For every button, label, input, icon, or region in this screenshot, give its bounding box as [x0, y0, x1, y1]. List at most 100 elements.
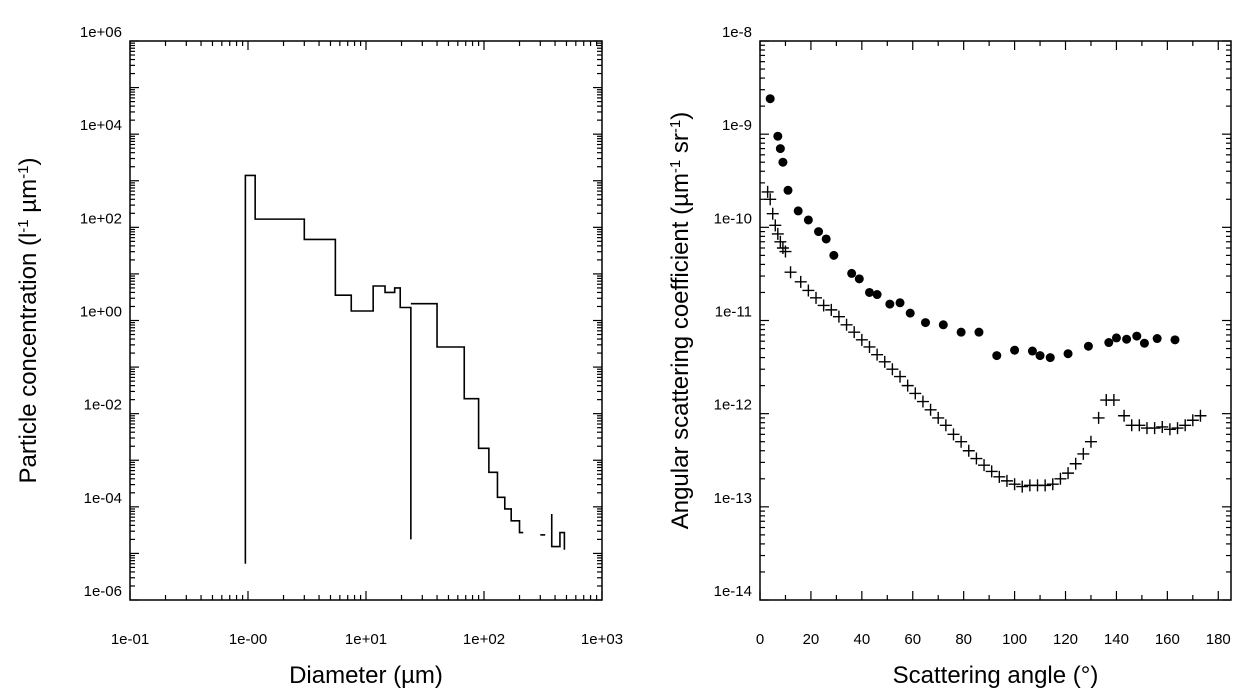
data-point-plus	[840, 318, 853, 331]
data-point-plus	[1054, 472, 1067, 485]
data-point-plus	[1077, 447, 1090, 460]
size-distribution-step-line	[550, 514, 566, 550]
data-point-circle	[1122, 334, 1132, 344]
data-point-plus	[784, 266, 797, 279]
data-point-circle	[783, 185, 793, 195]
x-tick-label: 60	[904, 631, 921, 648]
data-point-circle	[773, 131, 783, 141]
data-point-plus	[985, 465, 998, 478]
data-point-plus	[1084, 435, 1097, 448]
data-point-circle	[793, 206, 803, 216]
data-point-plus	[1186, 414, 1199, 427]
y-axis-title-part: )	[15, 158, 42, 166]
data-point-plus	[924, 403, 937, 416]
data-point-plus	[932, 411, 945, 424]
data-point-circle	[1027, 346, 1037, 356]
y-tick-label: 1e-02	[84, 397, 122, 414]
y-tick-label: 1e-11	[715, 304, 752, 321]
size-distribution-step-line	[244, 174, 412, 564]
data-point-plus	[1092, 411, 1105, 424]
data-point-circle	[1104, 338, 1114, 348]
y-axis-title-superscript: -1	[667, 160, 684, 173]
plot-frame	[129, 40, 603, 601]
data-point-plus	[863, 340, 876, 353]
y-axis-title-part: Particle concentration (l	[15, 233, 42, 484]
data-point-circle	[765, 94, 775, 104]
data-point-plus	[764, 193, 777, 206]
data-point-plus	[848, 326, 861, 339]
data-point-plus	[771, 227, 784, 240]
data-point-plus	[1046, 478, 1059, 491]
data-point-circle	[1170, 335, 1180, 345]
data-point-plus	[766, 207, 779, 220]
data-point-plus	[993, 470, 1006, 483]
data-point-plus	[1163, 423, 1176, 436]
x-tick-label: 1e-00	[229, 631, 267, 648]
y-axis-title: Particle concentration (l-1 µm-1)	[15, 158, 43, 484]
data-point-circle	[1063, 349, 1073, 359]
data-point-plus	[886, 363, 899, 376]
data-point-plus	[1156, 420, 1169, 433]
data-point-circle	[778, 157, 788, 167]
x-tick-label: 0	[756, 631, 764, 648]
data-point-plus	[1016, 480, 1029, 493]
data-point-plus	[894, 370, 907, 383]
data-point-circle	[885, 299, 895, 309]
y-tick-label: 1e-13	[714, 490, 752, 507]
data-point-plus	[817, 299, 830, 312]
x-tick-label: 40	[853, 631, 870, 648]
data-point-plus	[825, 303, 838, 316]
data-point-circle	[1152, 334, 1162, 344]
y-axis-title-part: µm	[15, 179, 42, 220]
x-tick-label: 120	[1053, 631, 1078, 648]
data-point-plus	[939, 419, 952, 432]
data-point-circle	[920, 318, 930, 328]
data-point-circle	[803, 215, 813, 225]
y-axis-title-superscript: -1	[667, 120, 684, 133]
data-point-plus	[871, 348, 884, 361]
data-point-plus	[1179, 419, 1192, 432]
x-tick-label: 20	[803, 631, 820, 648]
data-point-plus	[909, 387, 922, 400]
data-point-circle	[1083, 341, 1093, 351]
data-point-circle	[821, 234, 831, 244]
data-point-circle	[1111, 333, 1121, 343]
data-point-circle	[938, 320, 948, 330]
data-point-circle	[1035, 351, 1045, 361]
data-point-plus	[810, 291, 823, 304]
data-point-plus	[1008, 478, 1021, 491]
x-axis-title: Scattering angle (°)	[893, 662, 1099, 689]
data-point-plus	[761, 185, 774, 198]
data-point-plus	[955, 435, 968, 448]
y-axis-title-superscript: -1	[15, 166, 32, 179]
x-tick-label: 140	[1104, 631, 1129, 648]
x-tick-label: 100	[1002, 631, 1027, 648]
data-point-plus	[970, 452, 983, 465]
data-point-plus	[916, 395, 929, 408]
data-point-plus	[878, 355, 891, 368]
data-point-circle	[1010, 345, 1020, 355]
data-point-circle	[854, 274, 864, 284]
data-point-circle	[905, 308, 915, 318]
plot-frame	[759, 40, 1232, 601]
data-point-plus	[832, 310, 845, 323]
data-point-plus	[1107, 394, 1120, 407]
y-tick-label: 1e-12	[714, 397, 752, 414]
y-tick-label: 1e+00	[80, 304, 122, 321]
y-axis-title: Angular scattering coefficient (µm-1 sr-…	[667, 112, 695, 530]
data-point-plus	[1118, 409, 1131, 422]
data-point-plus	[774, 235, 787, 248]
data-point-circle	[872, 290, 882, 300]
data-point-plus	[1171, 422, 1184, 435]
y-tick-label: 1e+04	[80, 117, 122, 134]
y-axis-title-part: )	[667, 112, 694, 120]
data-point-plus	[779, 245, 792, 258]
data-point-circle	[864, 287, 874, 297]
data-point-circle	[974, 327, 984, 337]
data-point-plus	[1148, 422, 1161, 435]
y-tick-label: 1e+02	[80, 210, 122, 227]
x-tick-label: 1e+03	[581, 631, 623, 648]
data-point-plus	[855, 333, 868, 346]
data-point-circle	[1132, 331, 1142, 341]
data-point-circle	[847, 268, 857, 278]
